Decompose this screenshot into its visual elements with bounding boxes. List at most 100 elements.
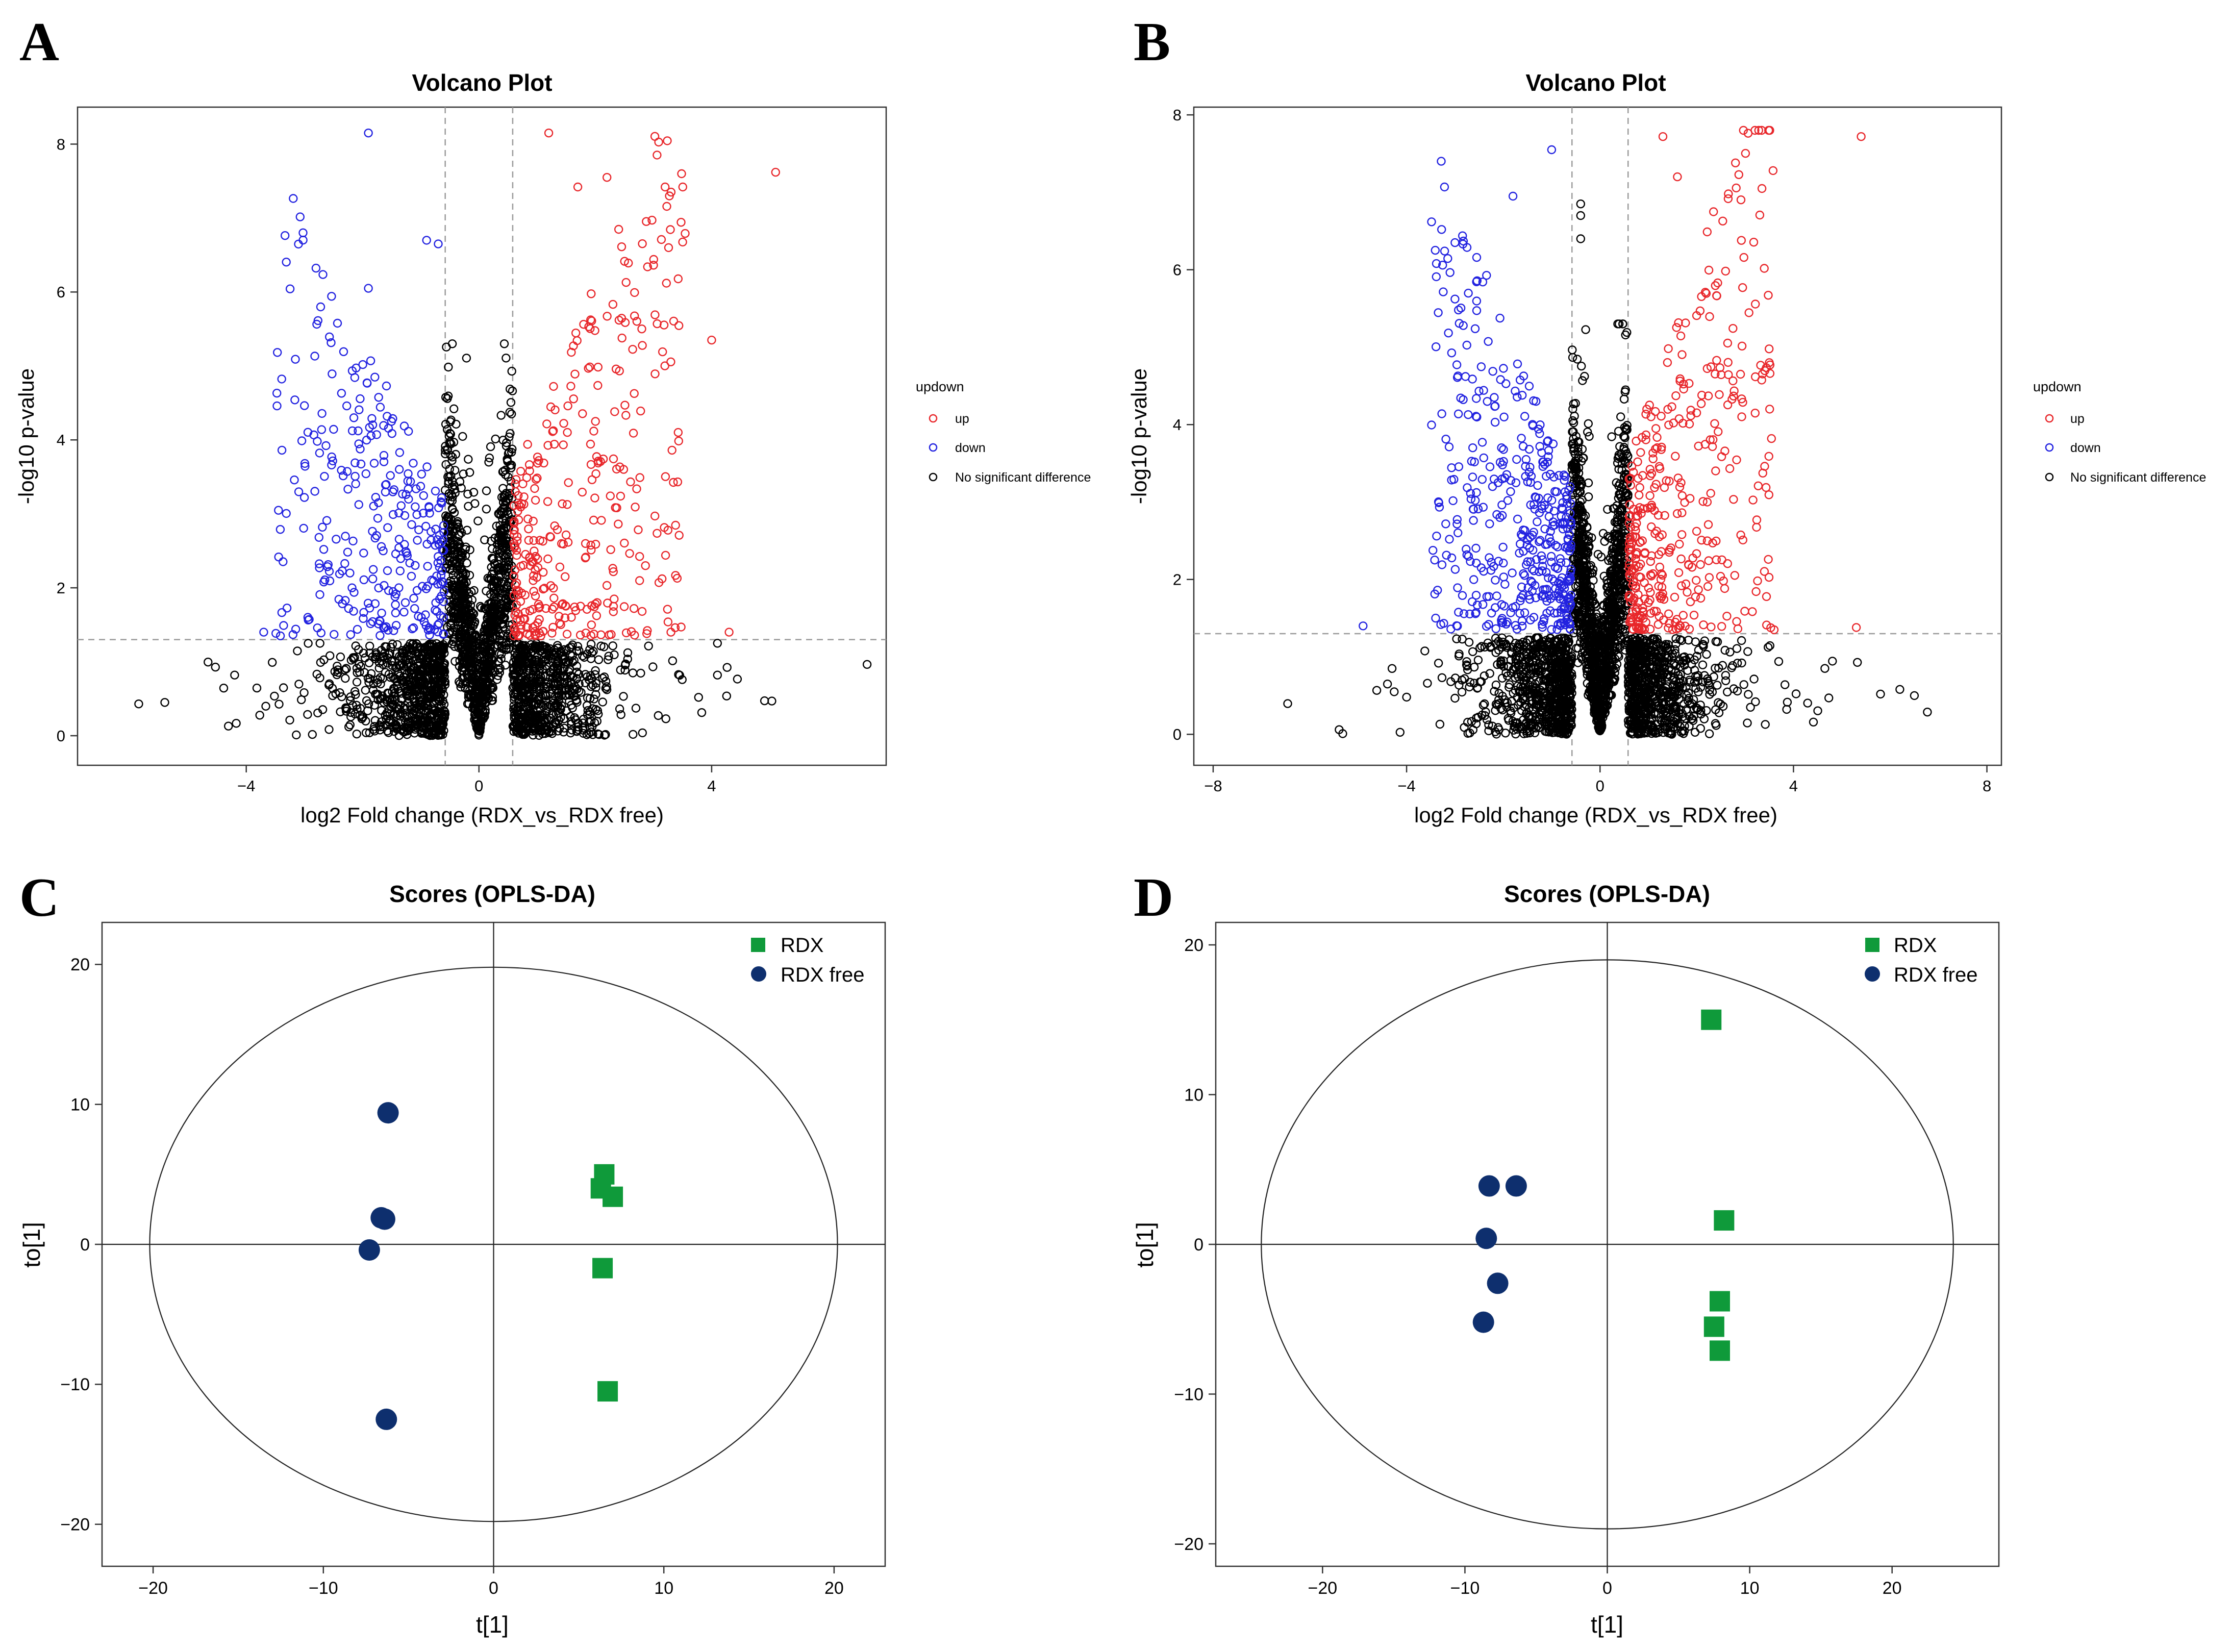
point-nosig (377, 706, 386, 715)
point-nosig (285, 715, 294, 725)
point-nosig (134, 699, 143, 709)
point-nosig (464, 699, 473, 709)
point-nosig (371, 689, 380, 699)
point-down (422, 236, 431, 245)
point-down (348, 536, 358, 546)
point-up (629, 429, 638, 438)
point-nosig (697, 708, 707, 717)
point-nosig (496, 507, 506, 516)
point-nosig (1743, 718, 1752, 728)
point-nosig (588, 681, 597, 690)
point-up (677, 169, 686, 179)
point-down (395, 566, 405, 575)
point-nosig (370, 716, 380, 725)
point-up (566, 382, 575, 391)
point-nosig (403, 712, 412, 722)
point-nosig (447, 456, 457, 465)
point-nosig (461, 646, 470, 655)
point-nosig (160, 698, 169, 707)
point-nosig (1782, 705, 1791, 714)
point-nosig (421, 656, 430, 666)
point-nosig (504, 510, 513, 519)
point-nosig (433, 711, 442, 720)
point-nosig (1420, 646, 1430, 656)
point-nosig (492, 578, 502, 587)
point-down (310, 487, 319, 496)
point-nosig (424, 646, 433, 656)
point-nosig (510, 695, 519, 705)
point-up (653, 151, 662, 160)
point-nosig (303, 710, 312, 719)
point-down (299, 523, 308, 533)
point-nosig (578, 651, 587, 661)
point-nosig (308, 730, 317, 739)
point-down (423, 582, 432, 591)
point-up (609, 454, 618, 464)
point-up (628, 345, 637, 354)
point-nosig (517, 728, 526, 737)
point-nosig (567, 725, 576, 735)
y-tick-label: 8 (57, 135, 65, 153)
point-down (368, 574, 378, 584)
point-nosig (395, 660, 405, 669)
point-nosig (447, 639, 457, 649)
point-up (663, 136, 672, 145)
point-up (571, 329, 581, 338)
point-down (368, 565, 378, 574)
point-nosig (429, 671, 439, 681)
point-nosig (1581, 325, 1590, 334)
point-up (674, 436, 684, 446)
point-up (559, 419, 568, 428)
point-nosig (445, 464, 454, 474)
point-nosig (324, 725, 334, 734)
point-nosig (536, 692, 545, 701)
point-nosig (620, 665, 630, 675)
point-nosig (511, 704, 520, 714)
point-up (663, 605, 672, 614)
point-nosig (443, 622, 452, 632)
point-down (343, 547, 353, 557)
point-nosig (390, 685, 399, 694)
point-nosig (353, 668, 362, 678)
point-nosig (487, 621, 496, 631)
point-down (277, 608, 287, 617)
point-down (310, 352, 319, 361)
point-up (524, 524, 533, 534)
point-nosig (661, 714, 670, 723)
point-down (351, 479, 360, 489)
point-down (330, 630, 339, 639)
point-nosig (450, 605, 460, 614)
point-nosig (528, 642, 538, 652)
point-nosig (352, 678, 362, 687)
point-down (412, 586, 422, 595)
point-nosig (467, 587, 476, 596)
point-down (366, 619, 375, 629)
point-nosig (529, 659, 538, 668)
panel-letter-c: C (19, 867, 59, 928)
point-nosig (446, 415, 456, 424)
point-nosig (502, 533, 511, 542)
point-down (300, 401, 309, 410)
point-nosig (440, 677, 450, 687)
point-down (274, 552, 283, 562)
point-nosig (1450, 693, 1460, 703)
point-down (318, 270, 328, 279)
point-nosig (1820, 664, 1829, 673)
point-down (362, 435, 371, 445)
point-down (275, 524, 285, 534)
point-up (678, 237, 687, 247)
point-up (635, 576, 644, 585)
point-down (391, 600, 400, 610)
point-nosig (325, 651, 335, 660)
point-down (320, 472, 329, 481)
point-up (543, 497, 553, 506)
point-up (589, 515, 598, 525)
point-up (569, 394, 579, 404)
point-up (666, 628, 675, 637)
point-nosig (475, 717, 485, 727)
point-nosig (345, 720, 355, 730)
point-nosig (369, 679, 379, 689)
point-nosig (586, 639, 596, 649)
point-nosig (396, 675, 406, 685)
point-up (673, 428, 683, 437)
